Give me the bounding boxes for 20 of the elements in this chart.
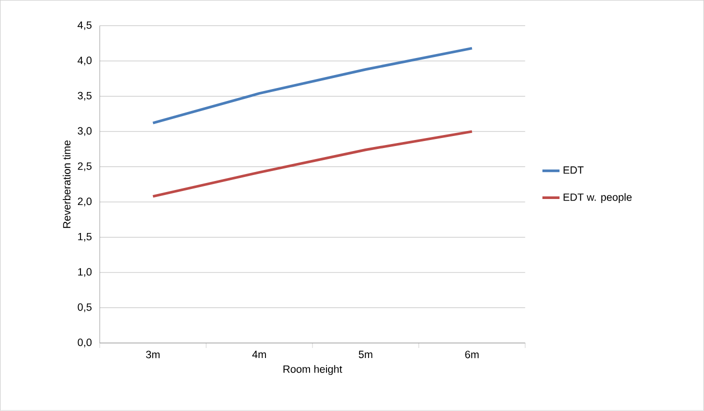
y-tick-label: 0,0 (78, 338, 92, 348)
y-tick-label: 1,0 (78, 268, 92, 277)
legend-label: EDT w. people (564, 193, 632, 204)
line-series (152, 130, 474, 198)
x-tick-label: 4m (252, 350, 266, 358)
y-tick-label: 4,5 (78, 22, 92, 30)
x-tick-label: 3m (146, 350, 160, 358)
x-tick-label: 6m (465, 350, 479, 358)
y-axis-title: Reverberation time (62, 140, 71, 228)
y-tick-label: 1,5 (78, 233, 92, 242)
x-axis-title: Room height (284, 365, 342, 376)
line-series (152, 47, 474, 124)
legend-label: EDT (564, 166, 584, 174)
y-tick-label: 3,5 (78, 92, 92, 101)
y-tick-label: 0,5 (78, 304, 92, 312)
y-tick-label: 2,0 (78, 198, 92, 206)
y-tick-label: 3,0 (78, 127, 92, 136)
y-tick-label: 2,5 (78, 162, 92, 172)
x-tick-label: 5m (358, 350, 372, 358)
y-tick-label: 4,0 (78, 56, 92, 66)
